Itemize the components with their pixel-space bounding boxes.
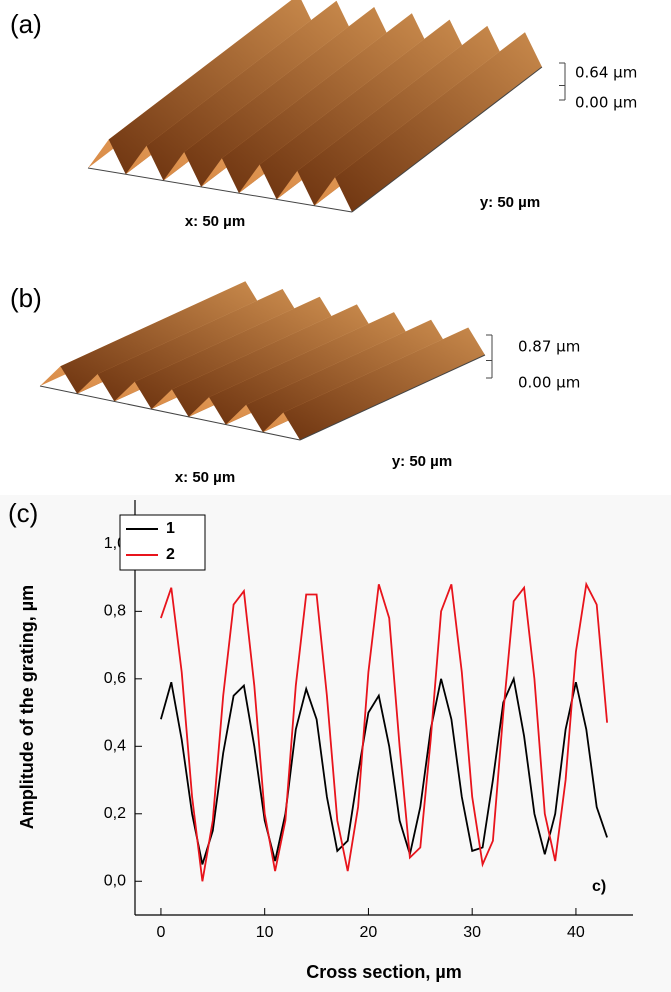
ridge-face bbox=[184, 7, 392, 187]
x-tick-label: 30 bbox=[463, 924, 481, 941]
x-tick-label: 20 bbox=[360, 924, 378, 941]
legend-box bbox=[119, 514, 206, 571]
x-tick-label: 0 bbox=[156, 924, 165, 941]
z-min-label: 0.00 µm bbox=[575, 94, 637, 112]
chart-background bbox=[0, 495, 671, 992]
y-tick-label: 0,6 bbox=[104, 670, 126, 687]
ridge-face bbox=[60, 281, 263, 394]
ridge-face bbox=[171, 304, 374, 417]
z-max-label: 0.87 µm bbox=[518, 338, 580, 356]
x-tick-label: 10 bbox=[256, 924, 274, 941]
ridge-face bbox=[297, 25, 505, 206]
data-line bbox=[160, 675, 608, 865]
y-axis-label: Amplitude of the grating, µm bbox=[17, 585, 37, 829]
surface-a bbox=[87, 0, 566, 213]
base-edge bbox=[299, 354, 486, 441]
x-tick-label: 40 bbox=[567, 924, 585, 941]
ridge-face bbox=[108, 0, 316, 175]
annotation: c) bbox=[592, 878, 606, 895]
legend-label: 2 bbox=[166, 546, 175, 563]
surface-b bbox=[39, 281, 493, 441]
x-axis-label: Cross section, µm bbox=[306, 962, 461, 982]
y-tick-label: 0,4 bbox=[104, 738, 126, 755]
panel-label: (c) bbox=[8, 498, 38, 528]
panel-label: (a) bbox=[10, 9, 42, 39]
y-tick-label: 0,8 bbox=[104, 603, 126, 620]
y-size-label: y: 50 µm bbox=[480, 194, 540, 211]
ridge-face bbox=[259, 19, 467, 200]
ridge-face bbox=[221, 13, 429, 194]
y-tick-label: 0,0 bbox=[104, 872, 126, 889]
ridge-face bbox=[246, 319, 448, 433]
ridge-face bbox=[134, 296, 337, 410]
ridge-face bbox=[97, 289, 300, 402]
z-max-label: 0.64 µm bbox=[575, 64, 637, 82]
z-min-label: 0.00 µm bbox=[518, 374, 580, 392]
base-edge bbox=[87, 167, 353, 213]
base-edge bbox=[351, 66, 543, 213]
y-size-label: y: 50 µm bbox=[392, 453, 452, 470]
x-size-label: x: 50 µm bbox=[185, 213, 245, 230]
ridge-face bbox=[283, 327, 485, 440]
y-tick-label: 0,2 bbox=[104, 805, 126, 822]
x-size-label: x: 50 µm bbox=[175, 469, 235, 486]
data-line bbox=[160, 581, 608, 882]
ridge-face bbox=[146, 0, 354, 181]
panel-label: (b) bbox=[10, 283, 42, 313]
ridge-face bbox=[209, 312, 411, 425]
base-edge bbox=[39, 385, 301, 441]
legend-label: 1 bbox=[166, 520, 175, 537]
ridge-face bbox=[335, 32, 542, 213]
